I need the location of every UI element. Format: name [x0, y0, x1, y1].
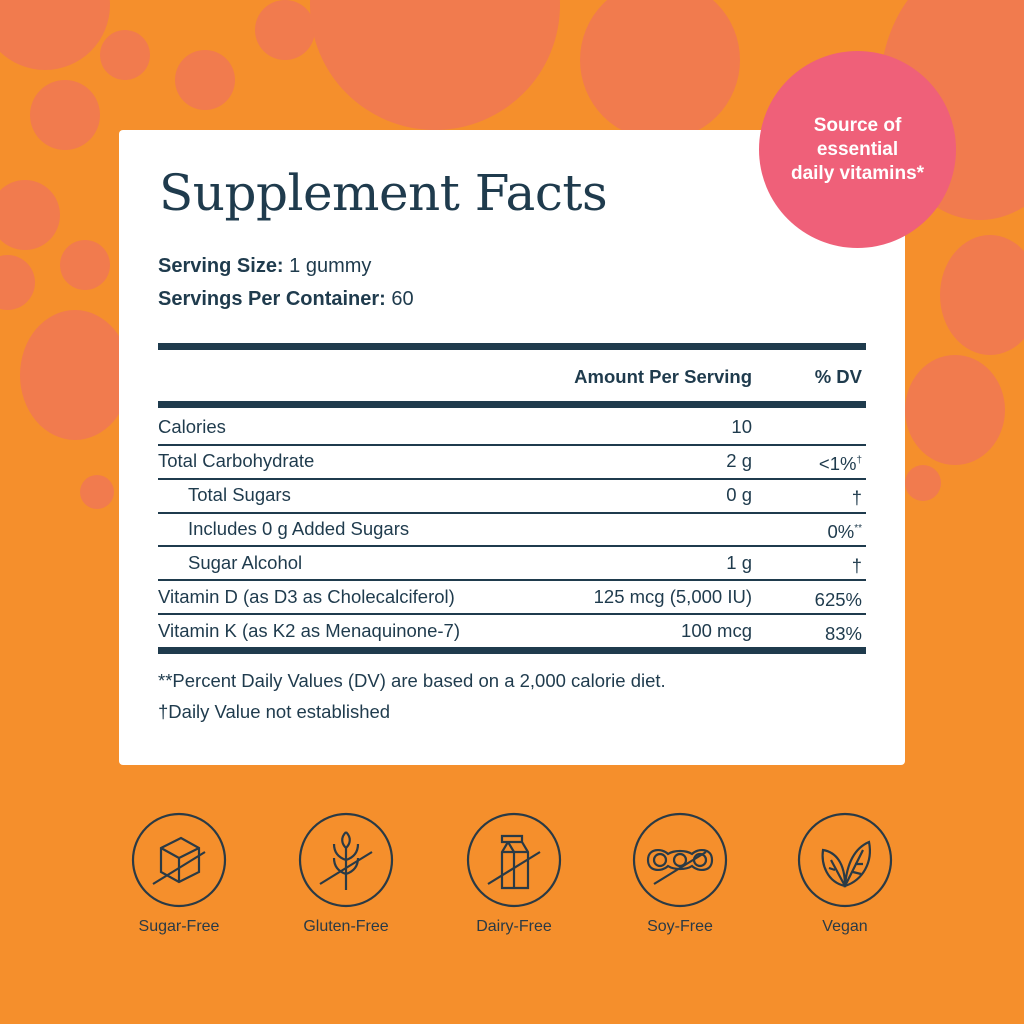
feature-label-dairy-free: Dairy-Free [476, 918, 552, 935]
divider [158, 478, 866, 480]
supplement-facts-panel: Supplement Facts Serving Size: 1 gummy S… [119, 130, 905, 765]
table-header: Amount Per Serving % DV [574, 366, 862, 387]
divider [158, 444, 866, 446]
divider [158, 512, 866, 514]
table-row: Vitamin K (as K2 as Menaquinone-7) 100 mc… [158, 620, 862, 644]
soybean-crossed-icon [632, 812, 728, 908]
page-title: Supplement Facts [159, 164, 608, 222]
milk-carton-crossed-icon [466, 812, 562, 908]
servings-per-container: Servings Per Container: 60 [158, 288, 414, 310]
serving-size: Serving Size: 1 gummy [158, 255, 372, 277]
footnote-dagger: †Daily Value not established [158, 701, 391, 722]
table-row: Total Carbohydrate 2 g <1%† [158, 450, 862, 474]
leaves-icon [797, 812, 893, 908]
divider [158, 613, 866, 615]
table-row: Total Sugars 0 g † [188, 484, 862, 508]
feature-label-sugar-free: Sugar-Free [138, 918, 220, 935]
footnote-dv: **Percent Daily Values (DV) are based on… [158, 670, 666, 691]
wheat-crossed-icon [298, 812, 394, 908]
table-row: Sugar Alcohol 1 g † [188, 552, 862, 576]
divider [158, 647, 866, 654]
table-row: Vitamin D (as D3 as Cholecalciferol) 125 … [158, 586, 862, 610]
vitamins-badge: Source of essential daily vitamins* [759, 51, 956, 248]
divider [158, 579, 866, 581]
feature-label-gluten-free: Gluten-Free [303, 918, 389, 935]
feature-label-vegan: Vegan [822, 918, 868, 935]
divider [158, 343, 866, 350]
feature-label-soy-free: Soy-Free [647, 918, 713, 935]
divider [158, 545, 866, 547]
table-row: Includes 0 g Added Sugars 0%** [188, 518, 862, 542]
table-row: Calories 10 [158, 416, 752, 437]
divider [158, 401, 866, 408]
sugar-cube-crossed-icon [131, 812, 227, 908]
